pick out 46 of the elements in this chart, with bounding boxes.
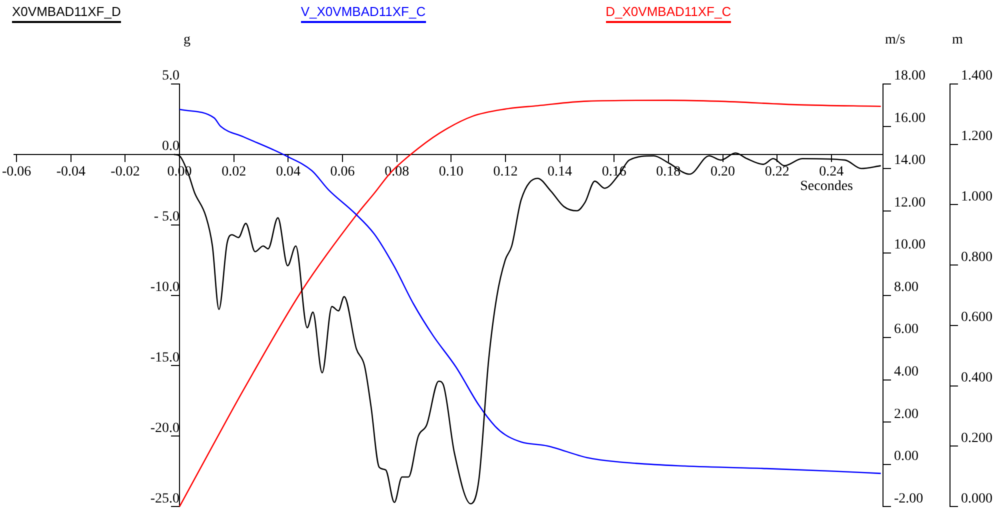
text: V_X0VMBAD11XF_C [300, 4, 426, 23]
x-tick-label: 0.02 [222, 164, 246, 180]
y3-tick-label: 1.400 [961, 68, 992, 84]
y-tick-label: - 5.0 [154, 210, 180, 225]
y2-tick-label: 14.00 [894, 153, 926, 168]
x-tick-label: 0.06 [330, 164, 355, 180]
y3-axis-title: m [952, 32, 963, 48]
y3-tick-label: 0.600 [961, 310, 992, 326]
x-tick-label: -0.02 [110, 164, 140, 180]
y2-tick-label: 8.00 [894, 280, 918, 295]
x-axis-title: Secondes [800, 179, 853, 194]
x-tick-label: 0.20 [710, 164, 736, 180]
y-tick-label: -15.0 [150, 350, 180, 366]
y-tick-label: 0.0 [162, 139, 180, 154]
y2-tick-label: 0.00 [894, 449, 918, 464]
x-tick-label: 0.10 [438, 164, 464, 180]
y3-tick-label: 0.000 [961, 491, 992, 506]
y-tick-label: 5.0 [162, 68, 180, 84]
x-tick-label: 0.22 [764, 164, 790, 180]
y3-tick-label: 1.000 [961, 189, 992, 204]
y-tick-label: -20.0 [150, 420, 180, 436]
y2-axis-title: m/s [885, 32, 906, 48]
x-tick-label: 0.14 [548, 164, 572, 180]
y3-tick-label: 0.800 [961, 250, 992, 265]
y2-tick-label: 16.00 [894, 110, 926, 126]
y2-tick-label: 18.00 [894, 68, 926, 84]
x-tick-label: 0.24 [819, 164, 844, 180]
x-tick-label: 0.12 [493, 164, 518, 180]
x-tick-label: 0.18 [656, 164, 681, 180]
x-tick-label: -0.06 [2, 164, 32, 180]
y3-tick-label: 1.200 [961, 129, 992, 144]
y-tick-label: -10.0 [150, 280, 180, 295]
y2-tick-label: 6.00 [894, 322, 918, 338]
x-tick-label: -0.04 [56, 164, 86, 180]
y-tick-label: -25.0 [150, 491, 180, 506]
y2-tick-label: 4.00 [894, 364, 918, 380]
y2-tick-label: 10.00 [894, 238, 926, 253]
text: X0VMBAD11XF_D [12, 4, 121, 23]
y2-tick-label: 2.00 [894, 406, 918, 422]
y3-tick-label: 0.200 [961, 430, 992, 446]
x-tick-label: 0.04 [276, 164, 300, 180]
text: D_X0VMBAD11XF_C [606, 4, 732, 23]
y-axis-title: g [184, 32, 191, 48]
y2-tick-label: 12.00 [894, 195, 926, 210]
y3-tick-label: 0.400 [961, 370, 992, 386]
y2-tick-label: -2.00 [894, 491, 924, 506]
